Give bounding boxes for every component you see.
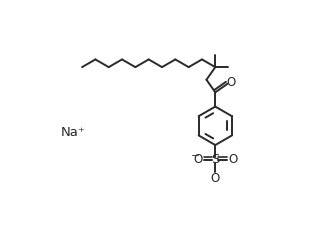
- Text: Na⁺: Na⁺: [60, 126, 85, 139]
- Text: O: O: [193, 153, 202, 166]
- Text: O: O: [227, 76, 236, 89]
- Text: −: −: [191, 151, 199, 161]
- Text: O: O: [211, 172, 220, 185]
- Text: S: S: [211, 153, 220, 166]
- Text: O: O: [228, 153, 238, 166]
